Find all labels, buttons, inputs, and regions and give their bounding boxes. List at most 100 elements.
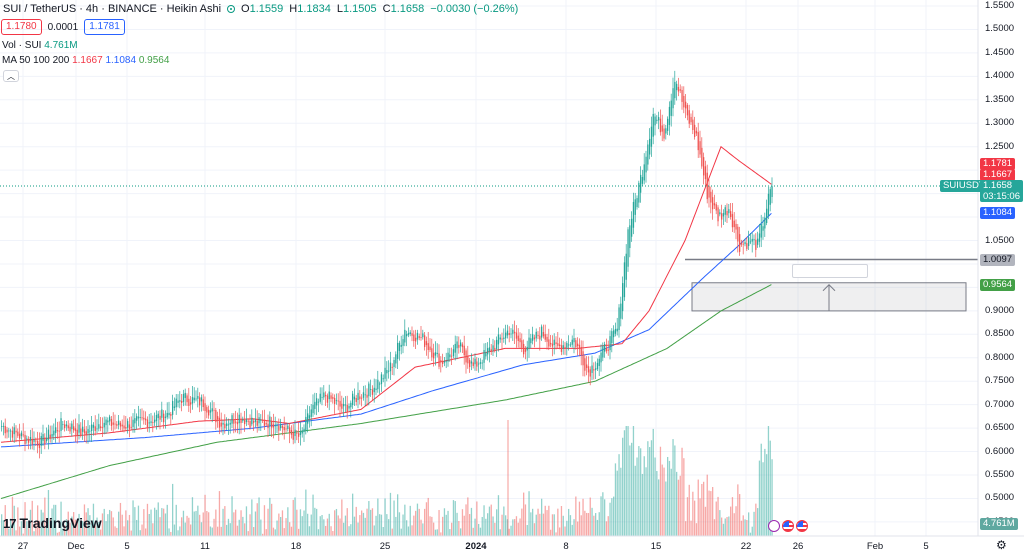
candle-body xyxy=(542,332,545,337)
sell-button[interactable]: 1.1780 xyxy=(1,19,42,35)
candle-body xyxy=(595,368,597,370)
volume-bar xyxy=(510,525,512,536)
volume-bar xyxy=(85,512,87,536)
quote-panel: 1.1780 0.0001 1.1781 xyxy=(1,19,125,35)
buy-button[interactable]: 1.1781 xyxy=(84,19,125,35)
candle-body xyxy=(109,416,111,422)
volume-bar xyxy=(325,525,327,536)
candle-body xyxy=(625,253,627,280)
volume-bar xyxy=(422,523,424,536)
candle-body xyxy=(564,346,566,349)
volume-bar xyxy=(355,506,357,536)
volume-bar xyxy=(175,504,177,536)
candle-body xyxy=(721,213,723,220)
volume-bar xyxy=(722,523,725,536)
volume-bar xyxy=(467,497,469,536)
candle-body xyxy=(190,402,192,405)
candle-body xyxy=(244,420,246,425)
candle-body xyxy=(38,443,41,449)
volume-bar xyxy=(188,517,190,536)
tradingview-logo[interactable]: 17 TradingView xyxy=(3,515,102,531)
candle-body xyxy=(458,344,460,348)
volume-bar xyxy=(400,528,402,536)
volume-bar xyxy=(496,509,498,536)
volume-bar xyxy=(62,528,64,536)
volume-bar xyxy=(262,533,264,536)
volume-bar xyxy=(634,465,636,536)
candle-body xyxy=(548,339,550,347)
us-flag-icon[interactable] xyxy=(782,520,794,532)
candle-body xyxy=(605,347,608,352)
volume-bar xyxy=(139,530,141,536)
price-tick-label: 1.3500 xyxy=(985,93,1015,105)
candle-body xyxy=(636,198,638,208)
candle-body xyxy=(757,238,759,245)
candle-body xyxy=(710,191,712,203)
time-label: 25 xyxy=(379,541,391,552)
candle-body xyxy=(650,126,653,147)
candle-body xyxy=(483,350,485,363)
volume-bar xyxy=(177,530,179,536)
us-flag-icon[interactable] xyxy=(796,520,808,532)
volume-bar xyxy=(258,497,260,536)
candle-body xyxy=(146,419,149,428)
candle-body xyxy=(20,432,23,437)
volume-bar xyxy=(416,503,419,536)
time-label: 22 xyxy=(740,541,752,552)
candle-body xyxy=(665,128,667,134)
candle-body xyxy=(197,396,199,399)
candle-body xyxy=(71,423,73,430)
candle-body xyxy=(308,415,311,419)
candle-body xyxy=(593,369,595,371)
candle-body xyxy=(121,424,123,427)
volume-bar xyxy=(379,514,381,536)
volume-bar xyxy=(598,512,600,536)
candle-body xyxy=(771,186,773,198)
candle-body xyxy=(506,330,509,336)
candle-body xyxy=(177,400,179,403)
candle-body xyxy=(701,147,703,167)
volume-bar xyxy=(539,513,541,536)
volume-bar xyxy=(287,507,289,536)
volume-bar xyxy=(758,460,761,536)
open-label: O xyxy=(241,3,250,15)
volume-bar xyxy=(256,503,258,536)
volume-bar xyxy=(341,499,343,536)
volume-bar xyxy=(229,523,231,536)
candle-body xyxy=(19,433,21,439)
volume-bar xyxy=(213,518,215,536)
candle-body xyxy=(186,395,188,403)
volume-bar xyxy=(398,512,401,536)
candle-body xyxy=(596,362,599,370)
candle-body xyxy=(766,208,768,224)
collapse-legend-button[interactable]: ︿ xyxy=(3,70,19,82)
volume-bar xyxy=(173,524,176,536)
drawing-label-box[interactable] xyxy=(792,264,868,278)
event-marker-icon[interactable] xyxy=(768,520,780,532)
candle-body xyxy=(445,361,447,363)
volume-bar xyxy=(89,515,91,536)
candle-body xyxy=(404,329,406,343)
ma-legend[interactable]: MA 50 100 200 1.1667 1.1084 0.9564 xyxy=(2,55,169,66)
volume-bar xyxy=(1,514,3,536)
candle-body xyxy=(638,182,640,203)
candle-body xyxy=(442,361,444,364)
volume-bar xyxy=(386,514,388,536)
volume-bar xyxy=(296,509,298,536)
market-status-icon[interactable] xyxy=(227,5,236,13)
volume-bar xyxy=(222,508,224,536)
candle-body xyxy=(371,389,374,395)
volume-bar xyxy=(690,520,692,536)
candle-body xyxy=(703,157,705,176)
high-label: H xyxy=(289,3,298,15)
candle-body xyxy=(260,419,262,421)
volume-bar xyxy=(121,514,123,536)
volume-bar xyxy=(728,516,730,536)
volume-bar xyxy=(508,528,510,536)
gear-icon[interactable]: ⚙ xyxy=(996,538,1007,552)
volume-legend[interactable]: Vol · SUI 4.761M xyxy=(2,40,78,51)
candle-body xyxy=(137,416,140,419)
candle-body xyxy=(13,427,15,435)
symbol-title[interactable]: SUI / TetherUS · 4h · BINANCE · Heikin A… xyxy=(3,3,222,15)
